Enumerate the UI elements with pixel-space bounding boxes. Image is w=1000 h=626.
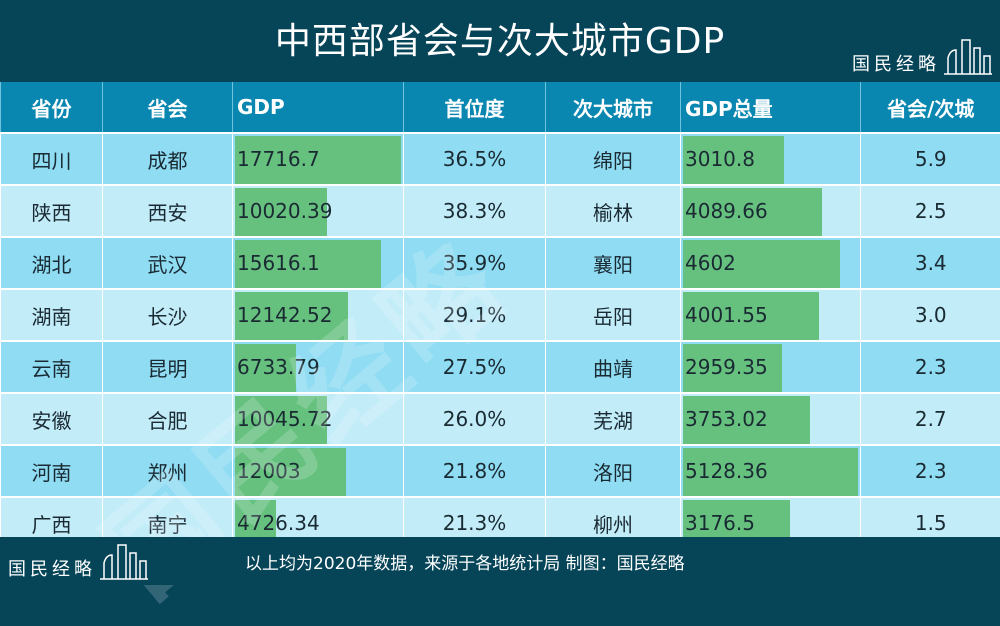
second-gdp-value: 4602 (681, 251, 736, 275)
capital-cell: 合肥 (103, 393, 233, 445)
second-gdp-cell: 2959.35 (681, 341, 861, 393)
gdp-value: 10020.39 (233, 199, 332, 223)
primacy-cell: 26.0% (404, 393, 546, 445)
table-header-row: 省份 省会 GDP 首位度 次大城市 GDP总量 省会/次城 (1, 82, 1000, 133)
ratio-cell: 2.3 (861, 445, 1000, 497)
second-gdp-value: 3176.5 (681, 511, 755, 535)
gdp-value: 12003 (233, 459, 301, 483)
ratio-cell: 2.7 (861, 393, 1000, 445)
primacy-cell: 38.3% (404, 185, 546, 237)
primacy-cell: 27.5% (404, 341, 546, 393)
footer: 国民经略 以上均为2020年数据，来源于各地统计局 制图：国民经略 (0, 537, 1000, 585)
capital-cell: 郑州 (103, 445, 233, 497)
page-title: 中西部省会与次大城市GDP (0, 0, 1000, 82)
second-gdp-cell: 4602 (681, 237, 861, 289)
province-cell: 云南 (1, 341, 103, 393)
second-gdp-value: 3010.8 (681, 147, 755, 171)
gdp-value: 10045.72 (233, 407, 332, 431)
second-gdp-cell: 3010.8 (681, 133, 861, 185)
province-cell: 陕西 (1, 185, 103, 237)
second-city-cell: 榆林 (546, 185, 681, 237)
gdp-cell: 17716.7 (233, 133, 404, 185)
gdp-value: 6733.79 (233, 355, 320, 379)
gdp-cell: 10045.72 (233, 393, 404, 445)
header-province: 省份 (1, 82, 103, 133)
gdp-value: 4726.34 (233, 511, 320, 535)
gdp-cell: 15616.1 (233, 237, 404, 289)
capital-cell: 西安 (103, 185, 233, 237)
gdp-value: 12142.52 (233, 303, 332, 327)
primacy-cell: 29.1% (404, 289, 546, 341)
second-city-cell: 曲靖 (546, 341, 681, 393)
gdp-cell: 12142.52 (233, 289, 404, 341)
second-gdp-value: 5128.36 (681, 459, 768, 483)
province-cell: 河南 (1, 445, 103, 497)
header-capital: 省会 (103, 82, 233, 133)
province-cell: 四川 (1, 133, 103, 185)
primacy-cell: 21.8% (404, 445, 546, 497)
header-primacy: 首位度 (404, 82, 546, 133)
ratio-cell: 2.3 (861, 341, 1000, 393)
second-gdp-cell: 5128.36 (681, 445, 861, 497)
primacy-cell: 36.5% (404, 133, 546, 185)
province-cell: 湖北 (1, 237, 103, 289)
header-second-gdp: GDP总量 (681, 82, 861, 133)
capital-cell: 武汉 (103, 237, 233, 289)
second-gdp-cell: 4089.66 (681, 185, 861, 237)
second-gdp-cell: 4001.55 (681, 289, 861, 341)
capital-cell: 成都 (103, 133, 233, 185)
second-gdp-value: 4001.55 (681, 303, 768, 327)
gdp-cell: 6733.79 (233, 341, 404, 393)
ratio-cell: 2.5 (861, 185, 1000, 237)
logo-text: 国民经略 (8, 555, 96, 581)
skyline-icon (944, 36, 992, 76)
header-second-city: 次大城市 (546, 82, 681, 133)
gdp-value: 17716.7 (233, 147, 320, 171)
province-cell: 安徽 (1, 393, 103, 445)
second-city-cell: 襄阳 (546, 237, 681, 289)
gdp-value: 15616.1 (233, 251, 320, 275)
header-ratio: 省会/次城 (861, 82, 1000, 133)
ratio-cell: 5.9 (861, 133, 1000, 185)
footer-note: 以上均为2020年数据，来源于各地统计局 制图：国民经略 (245, 549, 685, 574)
second-gdp-value: 2959.35 (681, 355, 768, 379)
second-gdp-cell: 3753.02 (681, 393, 861, 445)
logo-bottom: 国民经略 (8, 541, 148, 581)
skyline-icon (100, 541, 148, 581)
logo-text: 国民经略 (852, 50, 940, 76)
gdp-cell: 12003 (233, 445, 404, 497)
ratio-cell: 3.0 (861, 289, 1000, 341)
ratio-cell: 3.4 (861, 237, 1000, 289)
second-city-cell: 绵阳 (546, 133, 681, 185)
capital-cell: 昆明 (103, 341, 233, 393)
second-gdp-value: 4089.66 (681, 199, 768, 223)
gdp-cell: 10020.39 (233, 185, 404, 237)
header-gdp: GDP (233, 82, 404, 133)
second-city-cell: 岳阳 (546, 289, 681, 341)
second-city-cell: 洛阳 (546, 445, 681, 497)
capital-cell: 长沙 (103, 289, 233, 341)
second-city-cell: 芜湖 (546, 393, 681, 445)
second-gdp-value: 3753.02 (681, 407, 768, 431)
primacy-cell: 35.9% (404, 237, 546, 289)
province-cell: 湖南 (1, 289, 103, 341)
logo-top: 国民经略 (852, 36, 992, 76)
